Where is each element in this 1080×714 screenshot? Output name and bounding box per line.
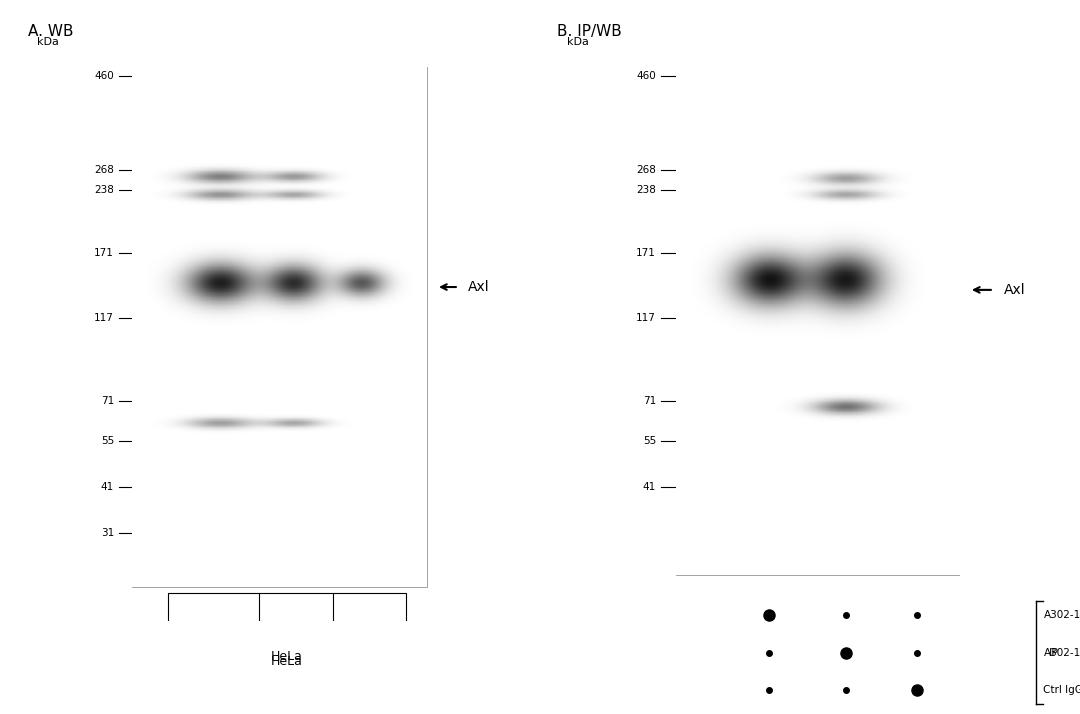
Bar — [167, 593, 406, 638]
Text: A. WB: A. WB — [28, 24, 73, 39]
Text: 171: 171 — [636, 248, 656, 258]
Text: kDa: kDa — [37, 37, 58, 47]
Bar — [132, 67, 427, 587]
Text: 50: 50 — [213, 610, 229, 623]
Text: HeLa: HeLa — [271, 650, 302, 663]
Text: 268: 268 — [636, 165, 656, 175]
Text: 238: 238 — [94, 185, 114, 195]
Text: kDa: kDa — [567, 37, 589, 47]
Text: 171: 171 — [94, 248, 114, 258]
Text: IP: IP — [1049, 648, 1058, 658]
Text: 117: 117 — [636, 313, 656, 323]
Text: 41: 41 — [643, 482, 656, 492]
Text: B. IP/WB: B. IP/WB — [556, 24, 621, 39]
Text: 55: 55 — [100, 436, 114, 446]
Bar — [167, 638, 406, 684]
Text: 238: 238 — [636, 185, 656, 195]
Text: 460: 460 — [94, 71, 114, 81]
Text: 5: 5 — [359, 610, 366, 623]
Text: 41: 41 — [100, 482, 114, 492]
Text: 268: 268 — [94, 165, 114, 175]
Text: HeLa: HeLa — [271, 655, 302, 668]
Text: 55: 55 — [643, 436, 656, 446]
Text: A302-167A: A302-167A — [1043, 610, 1080, 620]
Text: Axl: Axl — [1003, 283, 1025, 297]
Text: 71: 71 — [643, 396, 656, 406]
Text: 31: 31 — [100, 528, 114, 538]
Text: A302-168A: A302-168A — [1043, 648, 1080, 658]
Text: 460: 460 — [636, 71, 656, 81]
Text: Ctrl IgG: Ctrl IgG — [1043, 685, 1080, 695]
Text: 117: 117 — [94, 313, 114, 323]
Text: 15: 15 — [286, 610, 302, 623]
Bar — [676, 67, 959, 575]
Text: 71: 71 — [100, 396, 114, 406]
Text: Axl: Axl — [468, 280, 489, 294]
